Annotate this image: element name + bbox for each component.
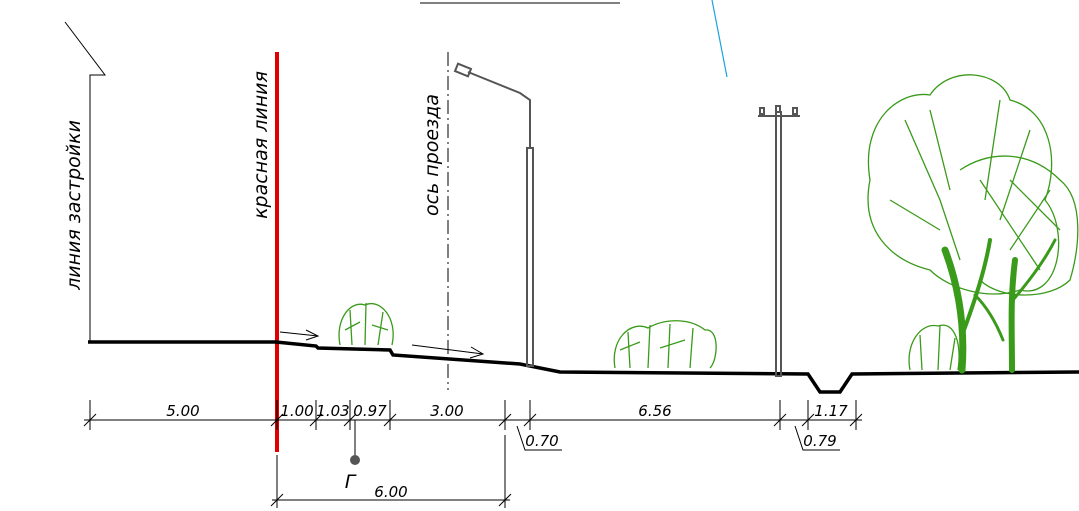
building-line: [64, 21, 107, 342]
dim-label: 6.00: [374, 483, 407, 501]
trees: [867, 74, 1079, 296]
dim-label: 5.00: [166, 402, 199, 420]
dim-label: 1.00: [280, 402, 313, 420]
tree-trunks: [941, 238, 1057, 374]
dim-label: 0.70: [525, 432, 558, 450]
building-line-label: линия застройки: [63, 120, 85, 291]
dim-label: 0.79: [803, 432, 836, 450]
street-lamp: [453, 62, 534, 367]
dim-label: 6.56: [638, 402, 671, 420]
dim-label: 3.00: [430, 402, 463, 420]
slope-arrows: [279, 329, 485, 359]
dim-label: 1.17: [814, 402, 848, 420]
red-line-label: красная линия: [250, 71, 272, 219]
gas-pipe: [350, 455, 360, 465]
dim-label: 0.97: [353, 402, 387, 420]
gas-label: Г: [345, 471, 357, 493]
axis-label: ось проезда: [421, 94, 443, 216]
dimension-lines: [83, 400, 863, 508]
ground-profile: [88, 340, 1079, 394]
dim-label: 1.03: [316, 402, 349, 420]
leader: [711, 0, 728, 78]
utility-pole: [758, 105, 800, 377]
bushes: [338, 302, 960, 371]
